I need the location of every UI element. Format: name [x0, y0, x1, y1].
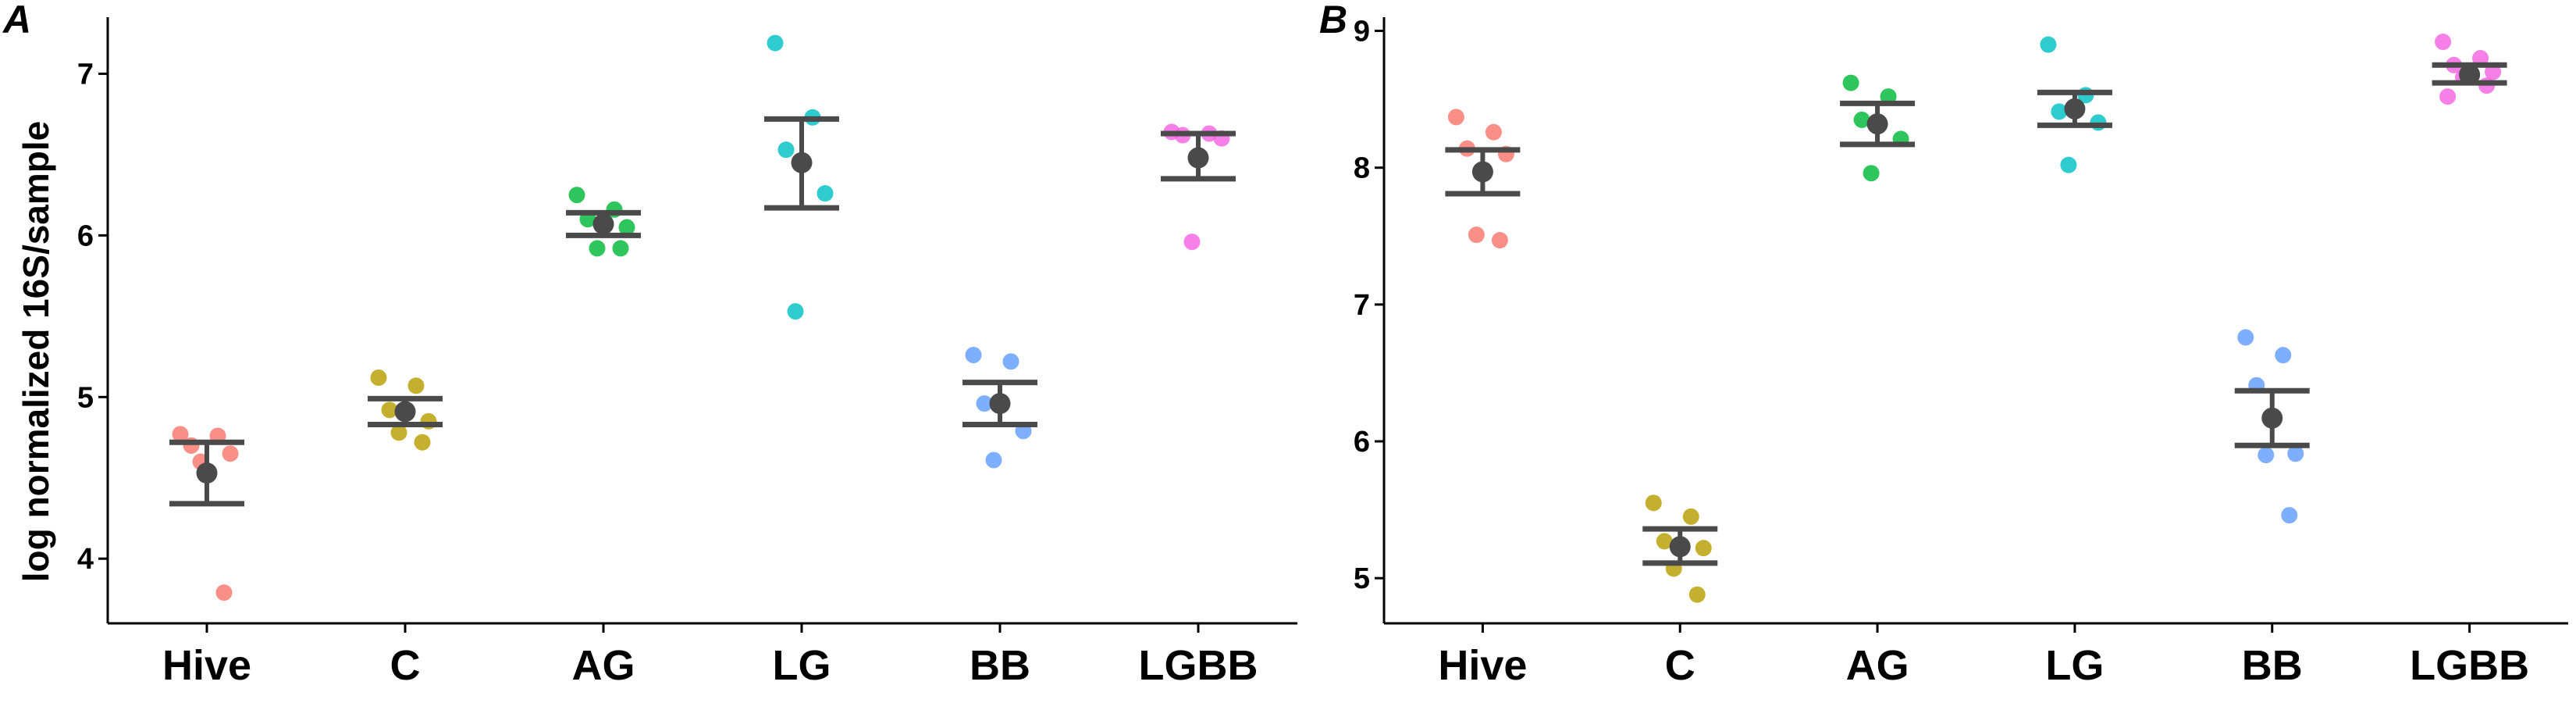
data-point: [2258, 447, 2275, 464]
data-point: [381, 401, 398, 419]
data-point: [1863, 165, 1880, 182]
x-tick-label: Hive: [1438, 642, 1527, 689]
data-point: [172, 426, 189, 443]
y-tick-label: 5: [1354, 562, 1370, 595]
x-tick-label: C: [1665, 642, 1695, 689]
mean-point: [2261, 407, 2283, 429]
data-point: [1688, 586, 1706, 603]
data-point: [1656, 533, 1673, 550]
data-point: [1853, 111, 1870, 128]
y-tick-label: 9: [1354, 16, 1370, 48]
data-point: [767, 34, 784, 52]
data-point: [1002, 353, 1019, 370]
data-point: [787, 303, 804, 320]
data-point: [2237, 329, 2254, 346]
data-point: [817, 185, 834, 202]
data-point: [1468, 227, 1485, 244]
y-tick-label: 7: [1354, 289, 1370, 322]
y-tick-label: 4: [77, 543, 94, 576]
data-point: [2478, 77, 2496, 95]
data-point: [2060, 156, 2077, 173]
data-point: [976, 395, 993, 412]
mean-point: [989, 393, 1011, 415]
x-tick-label: BB: [2242, 642, 2303, 689]
x-tick-label: AG: [1846, 642, 1909, 689]
data-point: [1880, 88, 1897, 105]
data-point: [2040, 36, 2057, 53]
data-point: [589, 240, 606, 257]
group-bb: [962, 346, 1037, 469]
data-point: [215, 584, 233, 601]
x-tick-label: C: [390, 642, 421, 689]
group-hive: [169, 426, 244, 601]
group-ag: [1840, 74, 1916, 182]
data-point: [1645, 494, 1662, 512]
data-point: [390, 424, 407, 441]
data-point: [222, 445, 239, 462]
data-point: [1695, 540, 1712, 557]
data-point: [2090, 114, 2107, 131]
data-point: [1842, 74, 1859, 91]
mean-point: [2459, 64, 2481, 86]
data-point: [618, 219, 635, 236]
x-tick-label: LGBB: [2410, 642, 2529, 689]
data-point: [1447, 109, 1464, 126]
data-point: [2287, 445, 2304, 462]
data-point: [2439, 88, 2457, 105]
data-point: [2435, 34, 2452, 51]
data-point: [1682, 508, 1699, 525]
y-tick-label: 6: [1354, 426, 1370, 459]
mean-point: [1669, 536, 1691, 558]
data-point: [1183, 234, 1201, 251]
y-tick-label: 6: [77, 219, 94, 252]
y-tick-label: 5: [77, 381, 94, 414]
mean-point: [1471, 161, 1493, 183]
group-c: [368, 369, 443, 451]
data-point: [965, 346, 982, 363]
x-tick-label: LG: [2045, 642, 2104, 689]
group-lg: [764, 34, 839, 320]
data-point: [777, 141, 795, 159]
data-point: [1485, 123, 1502, 141]
mean-point: [1866, 113, 1888, 135]
mean-point: [592, 213, 614, 235]
data-point: [1491, 232, 1508, 249]
data-point: [407, 377, 425, 394]
group-lgbb: [2432, 34, 2507, 105]
data-point: [568, 187, 585, 204]
y-tick-label: 7: [77, 58, 94, 91]
mean-point: [1187, 147, 1209, 169]
data-point: [414, 434, 431, 451]
data-point: [612, 240, 629, 257]
mean-point: [791, 152, 813, 173]
group-lg: [2037, 36, 2112, 173]
group-lgbb: [1161, 123, 1236, 251]
y-axis-label: log normalized 16S/sample: [16, 121, 56, 583]
mean-point: [196, 462, 218, 484]
data-point: [985, 451, 1002, 469]
data-point: [2275, 347, 2292, 364]
data-point: [2281, 507, 2298, 524]
x-tick-label: LGBB: [1139, 642, 1258, 689]
data-point: [370, 369, 387, 386]
group-hive: [1445, 109, 1521, 249]
x-tick-label: BB: [970, 642, 1030, 689]
x-tick-label: AG: [572, 642, 635, 689]
data-point: [2485, 63, 2502, 80]
mean-point: [394, 401, 416, 423]
group-ag: [566, 187, 641, 257]
y-tick-label: 8: [1354, 152, 1370, 185]
group-c: [1642, 494, 1718, 603]
x-tick-label: Hive: [162, 642, 251, 689]
mean-point: [2064, 98, 2086, 120]
group-bb: [2234, 329, 2310, 524]
data-point: [2051, 103, 2068, 120]
x-tick-label: LG: [773, 642, 831, 689]
panel-letter: A: [2, 0, 31, 41]
data-point: [2472, 50, 2489, 67]
panel-letter: B: [1319, 0, 1347, 41]
